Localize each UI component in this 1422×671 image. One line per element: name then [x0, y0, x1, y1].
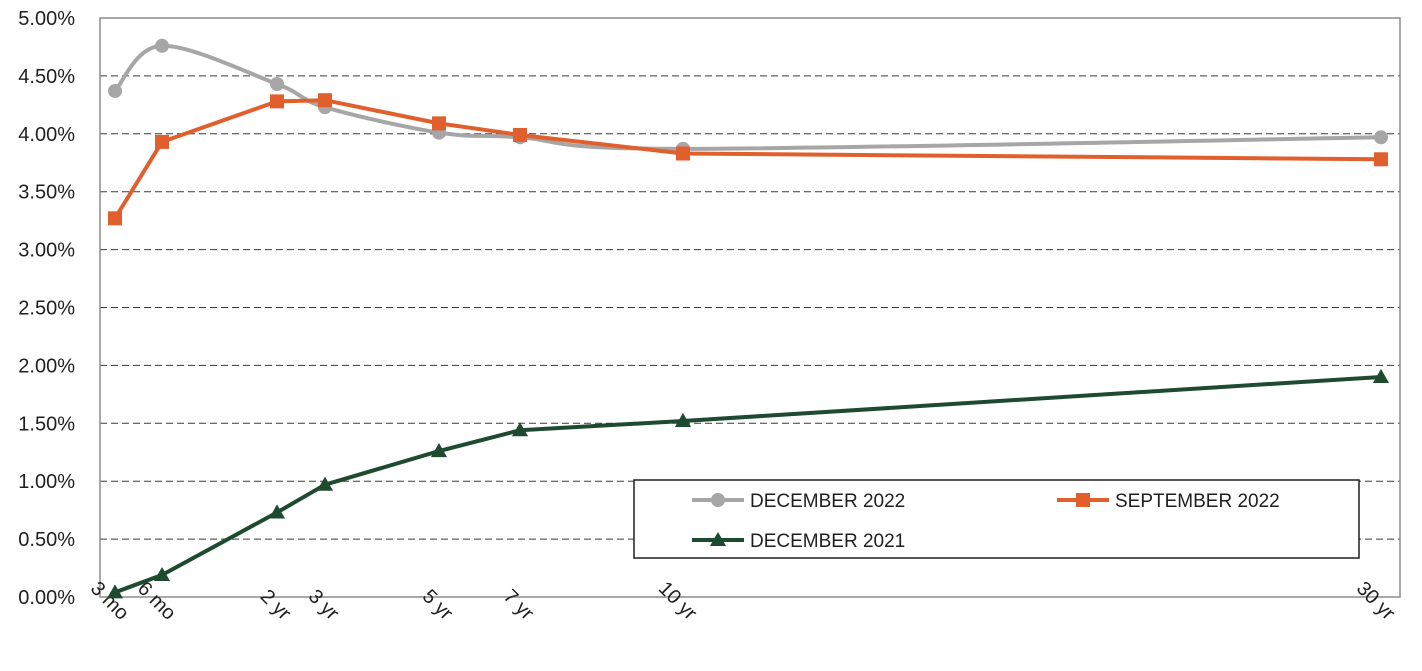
- data-point: [153, 566, 171, 582]
- data-point: [108, 211, 122, 226]
- x-tick-label: 3 mo: [86, 578, 133, 625]
- y-tick-label: 1.00%: [18, 471, 75, 493]
- data-point: [711, 493, 725, 507]
- data-point: [316, 476, 334, 491]
- legend-item: DECEMBER 2021: [692, 531, 905, 552]
- y-tick-label: 3.00%: [18, 240, 75, 262]
- data-point: [709, 531, 727, 547]
- data-point: [155, 38, 169, 53]
- y-tick-label: 1.50%: [18, 413, 75, 435]
- x-tick-label: 30 yr: [1352, 578, 1399, 625]
- data-point: [1374, 152, 1388, 167]
- y-tick-label: 0.50%: [18, 529, 75, 551]
- data-point: [270, 77, 284, 92]
- data-point: [268, 504, 286, 519]
- plot-area-border: [99, 17, 1401, 598]
- series-line: [114, 374, 1382, 595]
- y-axis-ticks: 0.00% 0.50% 1.00% 1.50% 2.00% 2.50% 3.00% 3.50%…: [18, 8, 75, 609]
- y-tick-label: 0.00%: [18, 587, 75, 609]
- data-point: [676, 146, 690, 161]
- data-point: [1374, 130, 1388, 145]
- series-december-2022: [108, 38, 1388, 156]
- series-group: [106, 38, 1390, 599]
- y-tick-label: 4.00%: [18, 124, 75, 146]
- series-line: [113, 43, 1382, 151]
- series-line: [113, 98, 1382, 220]
- y-tick-label: 2.00%: [18, 355, 75, 377]
- gridlines: [100, 75, 1400, 540]
- series-december-2021: [106, 368, 1390, 599]
- legend-label: SEPTEMBER 2022: [1115, 491, 1280, 512]
- data-point: [513, 127, 527, 142]
- legend-label: DECEMBER 2022: [750, 491, 905, 512]
- legend-box: [633, 479, 1360, 559]
- data-point: [511, 422, 529, 437]
- data-point: [155, 134, 169, 149]
- data-point: [270, 94, 284, 109]
- data-point: [106, 584, 124, 599]
- data-point: [674, 412, 692, 428]
- x-tick-label: 10 yr: [654, 578, 701, 625]
- legend: DECEMBER 2022 SEPTEMBER 2022 DECEMBER 2021: [633, 479, 1360, 559]
- data-point: [108, 83, 122, 98]
- legend-item: DECEMBER 2022: [692, 491, 905, 512]
- data-point: [432, 116, 446, 131]
- x-tick-label: 3 yr: [304, 585, 343, 624]
- y-tick-label: 3.50%: [18, 182, 75, 204]
- legend-item: SEPTEMBER 2022: [1057, 491, 1280, 512]
- y-tick-label: 4.50%: [18, 66, 75, 88]
- x-tick-label: 5 yr: [418, 585, 457, 624]
- data-point: [318, 93, 332, 108]
- y-tick-label: 5.00%: [18, 8, 75, 30]
- x-tick-label: 2 yr: [256, 585, 295, 624]
- series-september-2022: [108, 93, 1388, 226]
- data-point: [1372, 368, 1390, 384]
- x-axis-ticks: 3 mo 6 mo 2 yr 3 yr 5 yr 7 yr 10 yr 30 yr: [86, 578, 1399, 625]
- x-tick-label: 7 yr: [499, 585, 538, 624]
- data-point: [1076, 493, 1090, 507]
- legend-label: DECEMBER 2021: [750, 531, 905, 552]
- data-point: [430, 443, 448, 458]
- y-tick-label: 2.50%: [18, 298, 75, 320]
